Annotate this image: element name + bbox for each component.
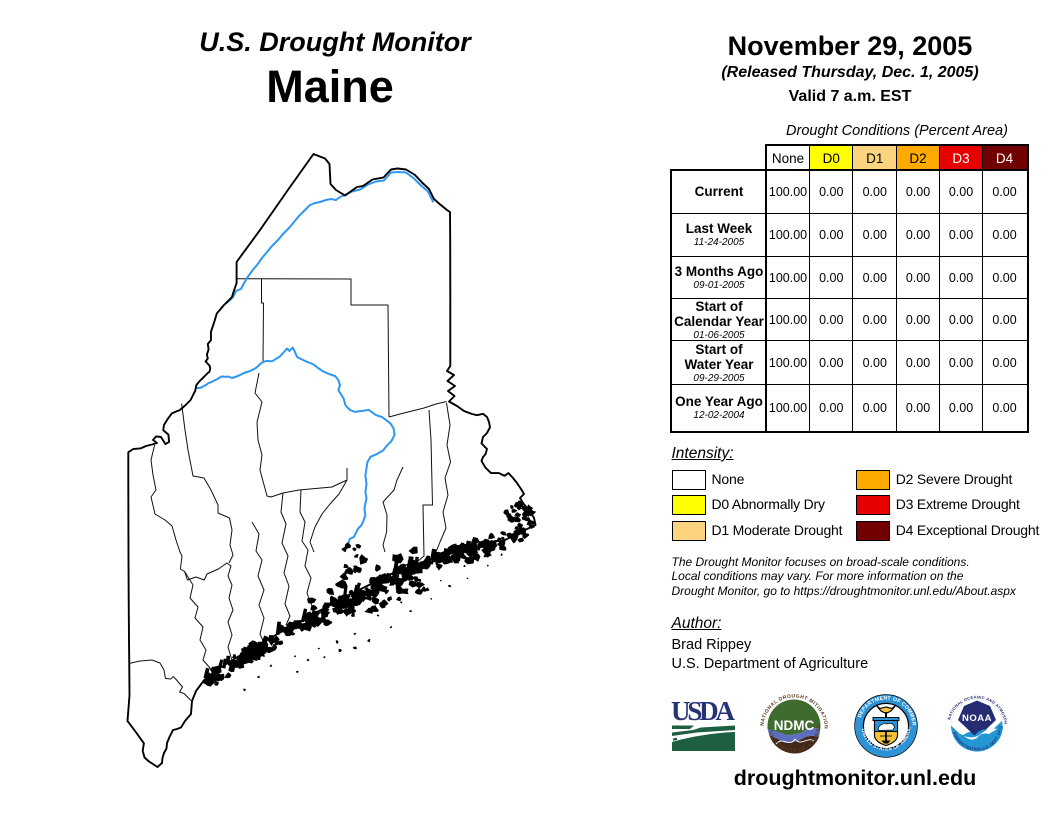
svg-text:NDMC: NDMC — [774, 718, 815, 733]
svg-text:NOAA: NOAA — [962, 713, 992, 724]
svg-text:USDA: USDA — [671, 699, 736, 726]
